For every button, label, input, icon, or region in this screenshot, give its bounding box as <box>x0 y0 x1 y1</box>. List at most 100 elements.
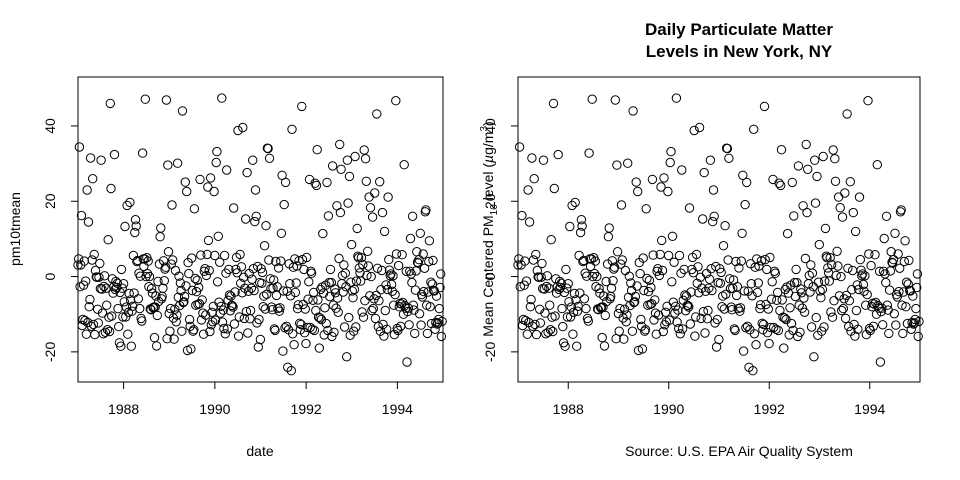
data-point <box>630 291 641 302</box>
data-point <box>245 305 256 316</box>
data-point <box>621 317 631 327</box>
data-point <box>185 321 195 331</box>
data-point <box>719 304 729 314</box>
data-point <box>208 317 218 327</box>
data-point <box>829 296 839 306</box>
data-point <box>872 160 882 170</box>
data-point <box>755 300 766 310</box>
data-point <box>630 297 640 307</box>
data-point <box>577 221 587 231</box>
y-tick-label: 40 <box>42 118 58 134</box>
data-point <box>753 278 763 288</box>
data-point <box>350 151 360 162</box>
data-point <box>263 143 273 154</box>
data-point <box>254 314 264 325</box>
data-point <box>667 277 677 287</box>
data-point <box>202 249 212 260</box>
data-point <box>842 109 852 119</box>
data-point <box>540 308 550 318</box>
data-point <box>387 286 397 296</box>
data-point <box>892 292 902 302</box>
data-point <box>673 305 683 315</box>
data-point <box>868 321 879 331</box>
left-scatter-panel: 1988 1990 1992 1994 -20 0 20 40 date pm10tmean <box>7 76 447 459</box>
data-point <box>144 282 154 292</box>
data-point <box>297 101 307 112</box>
data-point <box>658 326 668 337</box>
data-point <box>714 334 724 345</box>
data-point <box>716 267 726 278</box>
data-point <box>142 268 153 279</box>
data-point <box>161 95 172 105</box>
data-point <box>866 260 876 271</box>
data-point <box>321 318 331 329</box>
data-point <box>720 221 730 231</box>
data-point <box>247 274 257 284</box>
data-point <box>853 324 863 334</box>
data-point <box>323 211 334 221</box>
data-point <box>627 326 638 336</box>
data-point <box>593 305 603 315</box>
data-point <box>261 221 271 231</box>
data-point <box>731 256 741 267</box>
data-point <box>845 177 855 187</box>
data-point <box>537 258 547 269</box>
chart-title-line-1: Daily Particulate Matter <box>645 20 833 39</box>
data-point <box>330 288 341 298</box>
data-point <box>240 283 250 293</box>
data-point <box>674 250 685 261</box>
data-point <box>203 182 213 192</box>
data-point <box>712 314 722 325</box>
data-point <box>523 185 533 195</box>
data-point <box>677 165 687 175</box>
data-point <box>835 203 845 213</box>
data-point <box>680 290 690 300</box>
data-point <box>151 341 162 351</box>
data-point <box>209 186 219 197</box>
data-point <box>315 313 325 323</box>
data-point <box>762 328 773 338</box>
data-point <box>612 247 623 257</box>
data-point <box>575 227 586 238</box>
data-point <box>857 269 868 279</box>
data-point <box>782 228 793 239</box>
data-point <box>375 326 386 336</box>
data-point <box>201 270 212 281</box>
data-point <box>789 211 799 221</box>
data-point <box>528 321 538 331</box>
data-point <box>591 282 601 292</box>
data-point <box>698 214 708 224</box>
data-point <box>575 288 585 298</box>
data-point <box>560 341 570 351</box>
data-point <box>521 276 532 286</box>
data-point <box>601 276 611 287</box>
data-point <box>236 262 247 272</box>
data-point <box>264 153 275 164</box>
data-point <box>837 305 847 316</box>
data-point <box>568 329 578 339</box>
data-point <box>129 288 139 298</box>
data-point <box>335 207 346 218</box>
data-point <box>827 312 838 322</box>
data-point <box>632 281 642 291</box>
data-point <box>201 310 211 320</box>
data-point <box>545 300 555 310</box>
data-point <box>514 142 525 152</box>
data-point <box>814 239 824 250</box>
data-point <box>217 93 227 103</box>
data-point <box>847 265 858 276</box>
data-point <box>557 303 567 314</box>
data-point <box>301 338 311 349</box>
data-point <box>749 124 759 135</box>
data-point <box>82 185 92 195</box>
data-point <box>285 291 296 301</box>
data-point <box>390 289 400 300</box>
data-point <box>717 302 727 312</box>
data-point <box>222 165 232 175</box>
data-point <box>243 286 254 296</box>
data-point <box>707 285 717 296</box>
data-point <box>342 352 352 362</box>
data-point <box>562 283 572 293</box>
data-point <box>526 294 536 305</box>
ylabel-suffix: ) <box>480 121 496 126</box>
